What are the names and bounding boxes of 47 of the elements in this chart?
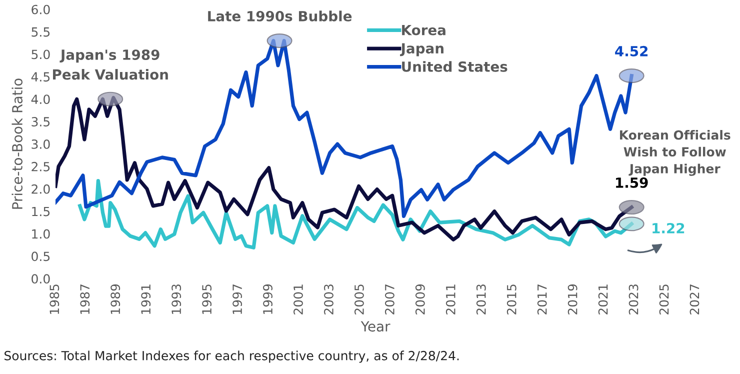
y-tick-label: 1.5	[32, 206, 50, 216]
x-tick-label: 1995	[202, 284, 212, 314]
x-tick-label: 2027	[690, 284, 700, 314]
x-tick-label: 2001	[294, 284, 303, 314]
x-tick-label: 2009	[415, 284, 425, 314]
x-tick-label: 2025	[659, 284, 669, 314]
y-tick-label: 0.5	[32, 252, 50, 262]
x-tick-label: 2005	[354, 284, 364, 314]
annotation: 1.59	[616, 177, 648, 188]
y-tick-label: 0.0	[32, 274, 50, 284]
y-tick-label: 5.0	[32, 50, 50, 60]
source-note: Sources: Total Market Indexes for each respective country, as of 2/28/24.	[4, 350, 459, 363]
x-tick-label: 1993	[172, 284, 182, 314]
x-tick-label: 1997	[232, 284, 242, 314]
y-tick-label: 6.0	[32, 4, 50, 14]
y-tick-label: 2.5	[32, 162, 50, 172]
y-tick-label: 3.5	[32, 117, 50, 126]
legend-label: United States	[402, 61, 508, 72]
y-tick-label: 1.0	[32, 229, 50, 239]
annotation: 1.22	[652, 222, 684, 234]
x-tick-label: 2021	[598, 284, 608, 314]
x-tick-label: 2017	[537, 284, 547, 314]
annotation: Late 1990s Bubble	[208, 10, 352, 22]
x-tick-label: 2015	[506, 284, 516, 314]
y-tick-label: 4.5	[31, 72, 50, 82]
x-tick-label: 1991	[141, 284, 151, 314]
x-tick-label: 2013	[476, 284, 486, 314]
y-tick-label: 4.0	[31, 94, 50, 104]
x-axis-title: Year	[360, 321, 390, 332]
y-tick-label: 2.0	[32, 184, 50, 194]
annotation: Japan's 1989 Peak Valuation	[53, 49, 168, 80]
x-tick-label: 2007	[384, 284, 394, 314]
x-tick-label: 1985	[50, 284, 60, 314]
x-tick-label: 1987	[80, 284, 90, 314]
annotation: Korean Officials Wish to Follow Japan Higher	[620, 130, 730, 176]
x-tick-label: 1989	[110, 284, 120, 314]
legend-label: Japan	[400, 43, 444, 56]
y-axis-title: Price-to-Book Ratio	[12, 78, 23, 209]
x-tick-label: 2019	[568, 284, 578, 314]
y-tick-label: 3.0	[32, 139, 50, 149]
legend-label: Korea	[402, 24, 446, 36]
x-tick-label: 2011	[446, 284, 456, 314]
x-tick-label: 2023	[628, 284, 638, 314]
annotation: 4.52	[615, 46, 648, 56]
x-tick-label: 2003	[324, 284, 334, 314]
y-tick-label: 5.5	[32, 27, 50, 37]
x-tick-label: 1999	[263, 284, 272, 314]
